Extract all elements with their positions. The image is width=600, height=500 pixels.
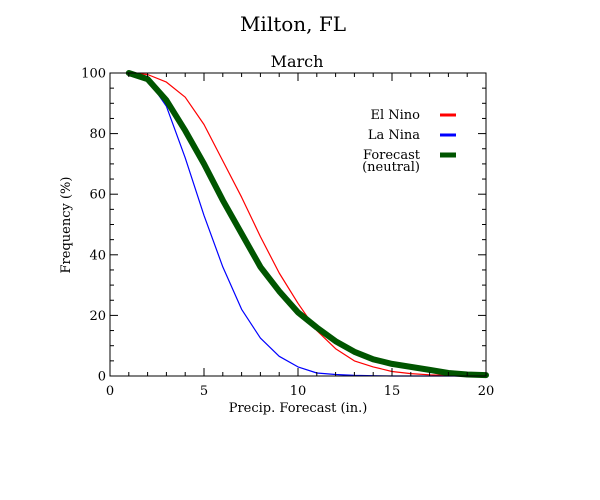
x-tick-label: 20 [478,384,495,399]
legend-item-forecast-neutral: Forecast(neutral) [362,148,456,175]
legend-label: El Nino [370,108,420,123]
y-tick-label: 20 [89,309,106,324]
series-line-la-nina [128,72,487,377]
legend-label: (neutral) [362,160,420,175]
chart-subtitle: March [271,52,324,71]
y-tick-label: 60 [89,188,106,203]
axis-ticks: 0 5 10 15 20 0 20 40 60 80 100 [81,67,494,400]
x-axis-label: Precip. Forecast (in.) [229,401,368,416]
plot-frame [109,72,487,377]
series-line-el-nino [128,72,487,377]
legend-label: La Nina [368,128,420,143]
series-layer [125,70,489,379]
legend: El Nino La Nina Forecast(neutral) [362,108,456,175]
x-tick-label: 0 [106,384,114,399]
x-tick-label: 10 [290,384,307,399]
legend-label: Forecast [363,148,421,163]
legend-item-la-nina: La Nina [368,128,456,143]
y-axis-label: Frequency (%) [59,177,74,274]
x-tick-label: 15 [384,384,401,399]
y-tick-label: 80 [89,127,106,142]
x-tick-label: 5 [200,384,208,399]
series-line-forecast-neutral [125,70,489,379]
y-tick-label: 0 [98,370,106,385]
y-tick-label: 100 [81,67,106,82]
chart-title: Milton, FL [240,12,346,36]
legend-item-el-nino: El Nino [370,108,456,123]
y-tick-label: 40 [89,248,106,263]
